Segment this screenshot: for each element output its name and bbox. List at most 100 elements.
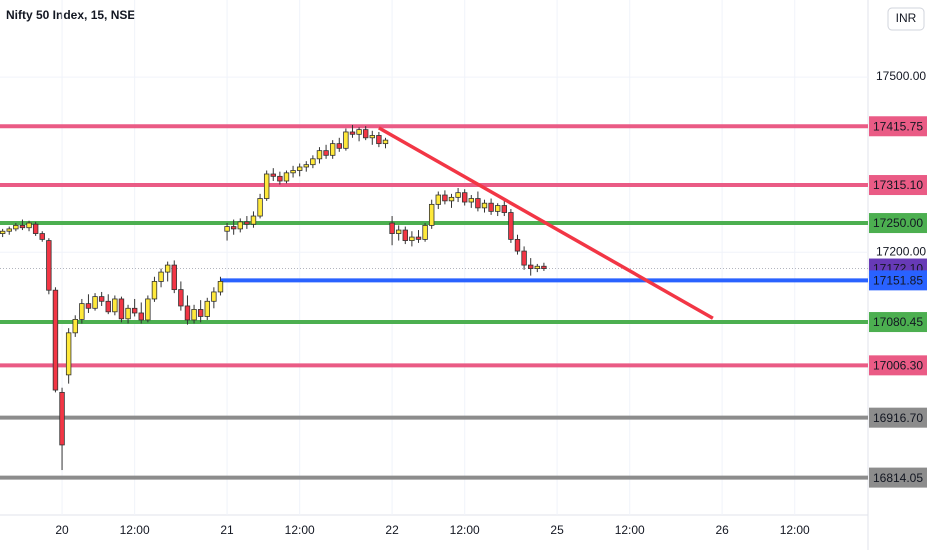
candle-body bbox=[224, 226, 230, 232]
candle-body bbox=[415, 236, 422, 240]
x-tick-label: 12:00 bbox=[615, 523, 645, 537]
candle-body bbox=[481, 202, 488, 209]
candle-body bbox=[514, 238, 521, 252]
candle-body bbox=[217, 281, 224, 293]
candle-body bbox=[501, 205, 507, 213]
candle-body bbox=[72, 318, 78, 334]
candle-body bbox=[19, 224, 26, 229]
candle-body bbox=[521, 250, 527, 266]
candle-body bbox=[270, 173, 276, 177]
level-label: 17415.75 bbox=[873, 119, 923, 133]
candle-body bbox=[6, 228, 12, 232]
candle-body bbox=[65, 332, 72, 376]
candle-body bbox=[32, 223, 39, 234]
candle-body bbox=[428, 203, 435, 226]
candle-body bbox=[204, 300, 210, 317]
candles bbox=[0, 124, 547, 471]
candle-body bbox=[184, 305, 191, 321]
price-labels: 17172.1017415.7517315.1017250.0017151.85… bbox=[869, 116, 927, 488]
y-tick-label: 17500.00 bbox=[876, 69, 926, 83]
candle-body bbox=[349, 131, 356, 135]
candle-body bbox=[369, 135, 375, 139]
candle-body bbox=[138, 312, 144, 321]
candle-body bbox=[402, 229, 408, 241]
level-label: 17080.45 bbox=[873, 315, 923, 329]
candle-body bbox=[92, 296, 98, 309]
candle-body bbox=[455, 192, 461, 198]
candle-body bbox=[237, 221, 243, 230]
candle-body bbox=[376, 135, 382, 145]
candle-body bbox=[541, 265, 547, 269]
candle-body bbox=[468, 198, 474, 203]
candle-body bbox=[435, 194, 441, 205]
candle-body bbox=[442, 194, 448, 202]
candle-body bbox=[59, 391, 65, 446]
candle-body bbox=[534, 265, 541, 269]
candle-body bbox=[145, 298, 151, 321]
candle-body bbox=[475, 198, 481, 209]
x-tick-label: 25 bbox=[550, 523, 564, 537]
candle-body bbox=[488, 202, 494, 212]
candle-body bbox=[277, 175, 283, 182]
currency-button[interactable] bbox=[887, 7, 925, 31]
level-box bbox=[869, 312, 927, 333]
candle-body bbox=[283, 172, 290, 182]
level-label: 17006.30 bbox=[873, 359, 923, 373]
candle-body bbox=[178, 289, 184, 307]
x-tick-label: 12:00 bbox=[285, 523, 315, 537]
level-label: 17315.10 bbox=[873, 178, 923, 192]
x-tick-label: 12:00 bbox=[780, 523, 810, 537]
candle-body bbox=[323, 150, 329, 156]
candle-body bbox=[131, 307, 138, 314]
candle-body bbox=[85, 303, 92, 309]
x-tick-label: 26 bbox=[715, 523, 729, 537]
candle-body bbox=[263, 173, 270, 199]
candle-body bbox=[46, 240, 52, 291]
level-box bbox=[869, 270, 927, 291]
candle-body bbox=[461, 192, 468, 203]
candle-body bbox=[118, 298, 125, 320]
x-tick-label: 12:00 bbox=[450, 523, 480, 537]
x-tick-label: 21 bbox=[220, 523, 234, 537]
level-box bbox=[869, 355, 927, 376]
candle-body bbox=[409, 236, 415, 241]
candle-body bbox=[528, 264, 534, 269]
x-tick-label: 12:00 bbox=[120, 523, 150, 537]
candle-body bbox=[105, 300, 111, 313]
candle-body bbox=[362, 129, 369, 139]
candle-body bbox=[508, 212, 514, 240]
level-label: 17151.85 bbox=[873, 274, 923, 288]
y-tick-label: 17200.00 bbox=[876, 244, 926, 258]
grid bbox=[0, 0, 868, 515]
candle-body bbox=[230, 226, 237, 230]
chart-title: Nifty 50 Index, 15, NSE bbox=[6, 8, 135, 22]
candle-body bbox=[336, 143, 342, 149]
candle-body bbox=[39, 233, 45, 240]
candle-body bbox=[310, 158, 316, 166]
level-label: 17250.00 bbox=[873, 216, 923, 230]
candle-body bbox=[125, 307, 131, 320]
candle-body bbox=[197, 309, 204, 317]
trendline bbox=[378, 126, 714, 320]
candle-body bbox=[296, 166, 303, 171]
x-tick-label: 20 bbox=[55, 523, 69, 537]
candle-body bbox=[171, 264, 177, 291]
candle-body bbox=[356, 129, 362, 135]
level-box bbox=[869, 213, 927, 234]
candle-body bbox=[26, 222, 32, 229]
candle-body bbox=[290, 170, 296, 174]
level-label: 16814.05 bbox=[873, 471, 923, 485]
candle-body bbox=[329, 143, 336, 156]
candle-body bbox=[0, 230, 6, 234]
candle-body bbox=[448, 196, 455, 202]
candle-body bbox=[257, 198, 263, 217]
candle-body bbox=[389, 222, 395, 234]
candle-body bbox=[244, 221, 250, 225]
candle-body bbox=[164, 264, 171, 273]
candle-body bbox=[382, 139, 389, 145]
candle-body bbox=[343, 131, 349, 149]
currency-label[interactable]: INR bbox=[896, 11, 917, 25]
level-box bbox=[869, 116, 927, 137]
candle-body bbox=[316, 150, 323, 160]
